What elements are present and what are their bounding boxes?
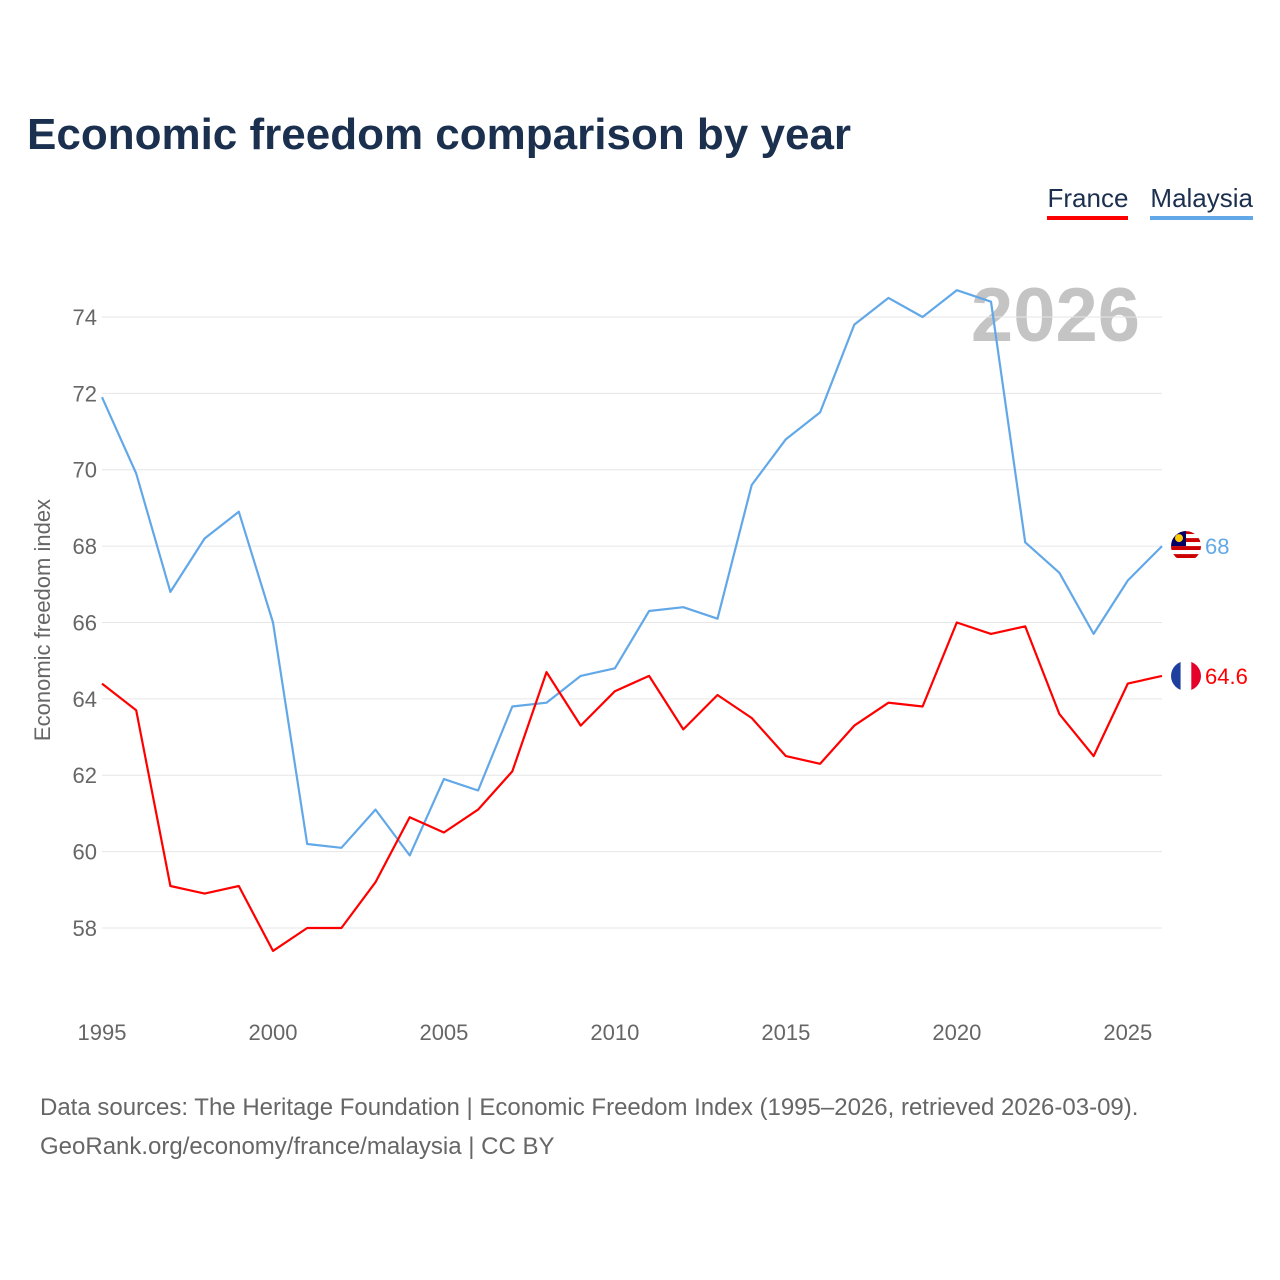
source-line-1: Data sources: The Heritage Foundation | …	[40, 1094, 1139, 1121]
y-tick-label: 70	[73, 458, 97, 483]
flag-icon-malaysia	[1171, 531, 1201, 562]
chart-title: Economic freedom comparison by year	[27, 110, 852, 159]
legend-item-france[interactable]: France	[1047, 183, 1129, 220]
x-tick-label: 2005	[419, 1020, 468, 1045]
legend-item-malaysia[interactable]: Malaysia	[1150, 183, 1253, 220]
legend: France Malaysia	[1047, 183, 1253, 220]
y-tick-label: 72	[73, 381, 97, 406]
y-axis-label: Economic freedom index	[30, 499, 55, 741]
flag-icon-france	[1171, 660, 1201, 691]
end-label-france: 64.6	[1205, 664, 1248, 689]
series-line-france	[101, 621, 1163, 953]
source-note: Data sources: The Heritage Foundation | …	[40, 1088, 1138, 1166]
end-label-malaysia: 68	[1205, 534, 1229, 559]
x-tick-label: 2015	[761, 1020, 810, 1045]
series-line-malaysia	[100, 289, 1163, 857]
x-tick-label: 2010	[590, 1020, 639, 1045]
source-line-2[interactable]: GeoRank.org/economy/france/malaysia | CC…	[40, 1133, 555, 1160]
y-tick-label: 74	[73, 305, 97, 330]
y-tick-label: 66	[73, 610, 97, 635]
year-watermark: 2026	[971, 273, 1140, 358]
x-tick-label: 1995	[78, 1020, 127, 1045]
x-tick-label: 2020	[932, 1020, 981, 1045]
x-tick-label: 2025	[1103, 1020, 1152, 1045]
y-tick-label: 62	[73, 763, 97, 788]
x-tick-label: 2000	[248, 1020, 297, 1045]
y-tick-label: 64	[73, 687, 97, 712]
y-tick-label: 68	[73, 534, 97, 559]
y-tick-label: 58	[73, 916, 97, 941]
y-tick-label: 60	[73, 840, 97, 865]
